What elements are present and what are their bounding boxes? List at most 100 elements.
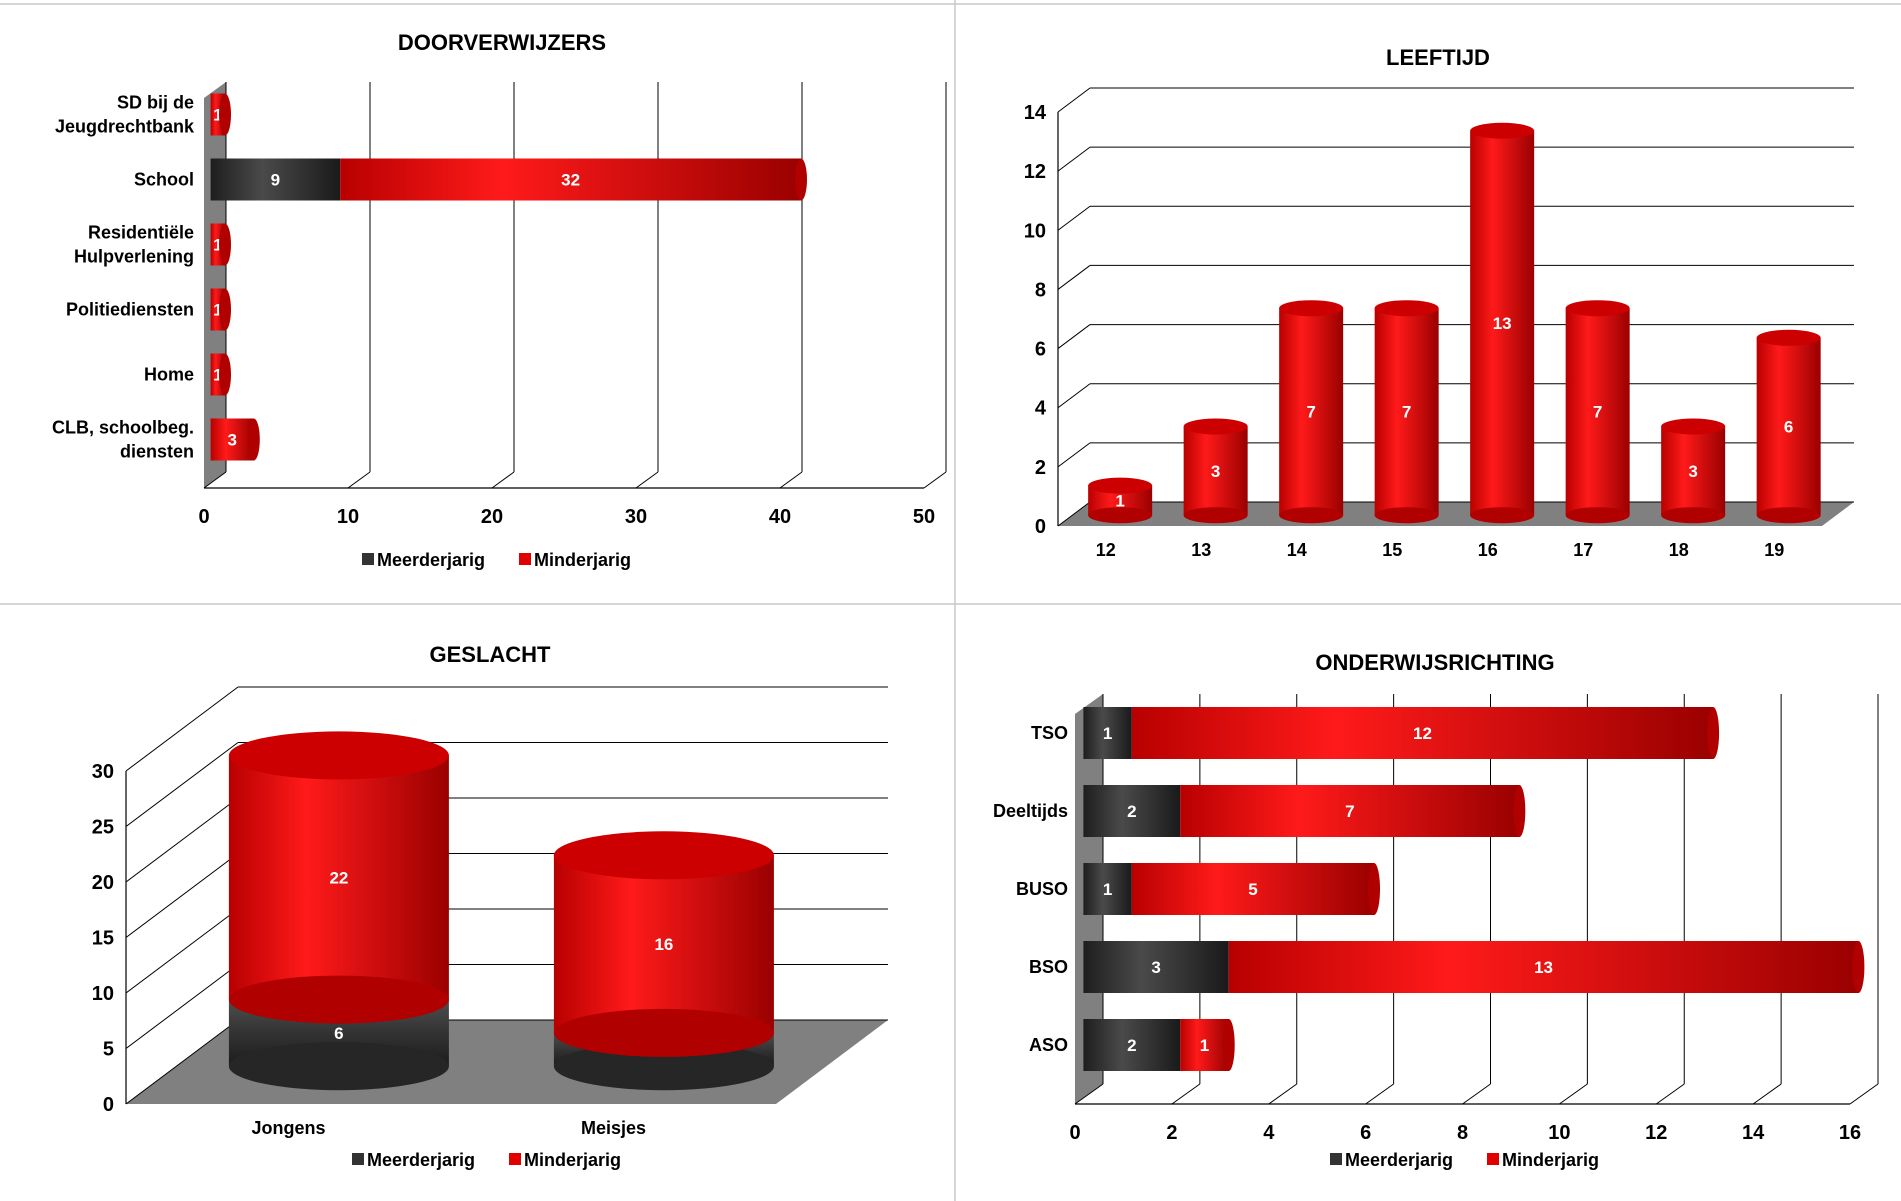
bar-end-cap xyxy=(219,353,231,396)
tick-label: 15 xyxy=(92,928,114,950)
legend-label-meerderjarig: Meerderjarig xyxy=(1345,1150,1453,1170)
data-label: 7 xyxy=(1402,403,1411,422)
bar-minderjarig xyxy=(1228,941,1859,993)
bar-bottom-cap xyxy=(553,1042,774,1091)
gridline-depth xyxy=(1462,1083,1491,1105)
bar-minderjarig xyxy=(340,158,801,201)
gridline-depth xyxy=(1849,1083,1879,1105)
category-label: Meisjes xyxy=(581,1118,646,1138)
data-label: 16 xyxy=(654,935,673,954)
bar-bottom-cap xyxy=(1756,507,1821,524)
gridline-depth xyxy=(1559,1083,1588,1105)
bar-minderjarig xyxy=(1180,785,1520,837)
gridline-depth xyxy=(1057,265,1091,290)
bar-meerderjarig xyxy=(1083,1019,1181,1071)
tick-label: 12 xyxy=(1024,161,1046,183)
data-label: 1 xyxy=(1200,1036,1209,1055)
category-label: 14 xyxy=(1287,540,1307,560)
data-label: 3 xyxy=(227,431,236,450)
gridline-depth xyxy=(1752,1083,1782,1105)
bar-top-cap xyxy=(1470,122,1535,139)
category-label: Deeltijds xyxy=(993,801,1068,821)
category-label: 18 xyxy=(1669,540,1689,560)
bar-bottom-cap xyxy=(1374,507,1439,524)
tick-label: 0 xyxy=(1035,516,1046,538)
bar-top-cap xyxy=(228,731,449,780)
bar-top-cap xyxy=(1756,329,1821,346)
gridline-depth xyxy=(635,471,659,489)
gridline-depth xyxy=(923,471,947,489)
category-label: Politiediensten xyxy=(66,300,194,320)
gridline-depth xyxy=(1057,442,1091,468)
bar-minderjarig xyxy=(553,855,774,1033)
data-label: 1 xyxy=(213,301,222,320)
bar-meerderjarig xyxy=(1083,941,1229,993)
chart-title: LEEFTIJD xyxy=(1386,45,1490,70)
bar-meerderjarig xyxy=(1083,863,1132,915)
gridline-depth xyxy=(1057,383,1091,409)
tick-label: 6 xyxy=(1035,339,1046,361)
bar-meerderjarig xyxy=(210,158,341,201)
bar-bottom-cap xyxy=(228,1042,449,1091)
bar-bottom-cap xyxy=(228,975,449,1024)
tick-label: 30 xyxy=(92,761,114,783)
legend-swatch-minderjarig xyxy=(1487,1153,1499,1165)
bar-minderjarig xyxy=(1374,308,1439,516)
chart-3: GESLACHT051015202530622Jongens316Meisjes… xyxy=(92,642,888,1170)
data-label: 1 xyxy=(213,366,222,385)
bar-end-cap xyxy=(247,418,260,461)
gridline-depth xyxy=(1171,1083,1201,1105)
floor xyxy=(1058,502,1854,526)
chart-1: DOORVERWIJZERS 0 10 20 30 40 50 1 SD bij de Jeugd… xyxy=(52,30,947,570)
data-label: 13 xyxy=(1493,314,1512,333)
category-label: 13 xyxy=(1191,540,1211,560)
category-label: 15 xyxy=(1382,540,1402,560)
bar-bottom-cap xyxy=(1088,507,1153,524)
gridline-depth xyxy=(125,908,239,994)
tick-label: 0 xyxy=(198,506,209,528)
bar-end-cap xyxy=(1513,785,1526,837)
tick-label: 30 xyxy=(625,506,647,528)
gridline-depth xyxy=(1655,1083,1685,1105)
gridline-depth xyxy=(1365,1083,1394,1105)
tick-label: 12 xyxy=(1645,1122,1667,1144)
tick-label: 25 xyxy=(92,817,114,839)
data-label: 1 xyxy=(213,236,222,255)
data-label: 22 xyxy=(329,869,348,888)
tick-label: 40 xyxy=(769,506,791,528)
chart-title: ONDERWIJSRICHTING xyxy=(1315,650,1554,675)
data-label: 2 xyxy=(1127,1036,1136,1055)
data-label: 13 xyxy=(1534,958,1553,977)
gridline-depth xyxy=(779,471,803,489)
category-label: CLB, schoolbeg. xyxy=(52,418,194,438)
data-label: 1 xyxy=(1103,880,1112,899)
bar-end-cap xyxy=(219,288,231,331)
legend-swatch-meerderjarig xyxy=(352,1153,364,1165)
legend-swatch-minderjarig xyxy=(519,553,531,565)
chart-title: GESLACHT xyxy=(430,642,552,667)
legend-label-meerderjarig: Meerderjarig xyxy=(377,550,485,570)
legend-swatch-minderjarig xyxy=(509,1153,521,1165)
category-label: 16 xyxy=(1478,540,1498,560)
gridline-depth xyxy=(1057,324,1091,349)
gridline-depth xyxy=(1057,501,1091,527)
chart-2: LEEFTIJD 0 2 4 6 8 10 12 14 1 12 3 13 7 14 7 15 13 16 7 17 3 1… xyxy=(1024,45,1854,560)
bar-top-cap xyxy=(1279,300,1344,317)
category-label: TSO xyxy=(1031,723,1068,743)
bar-top-cap xyxy=(1374,300,1439,317)
data-label: 7 xyxy=(1345,802,1354,821)
bar-end-cap xyxy=(219,223,231,266)
gridline-depth xyxy=(1057,87,1091,113)
gridline-depth xyxy=(125,853,239,938)
category-label: Hulpverlening xyxy=(74,247,194,267)
category-label: BSO xyxy=(1029,957,1068,977)
tick-label: 4 xyxy=(1263,1122,1275,1144)
category-label: Home xyxy=(144,365,194,385)
bar-minderjarig xyxy=(1183,426,1248,516)
data-label: 2 xyxy=(1127,802,1136,821)
data-label: 6 xyxy=(334,1024,343,1043)
tick-label: 8 xyxy=(1457,1122,1468,1144)
bar-top-cap xyxy=(1661,418,1726,435)
bar-minderjarig xyxy=(1470,130,1535,516)
bar-minderjarig xyxy=(210,418,254,461)
